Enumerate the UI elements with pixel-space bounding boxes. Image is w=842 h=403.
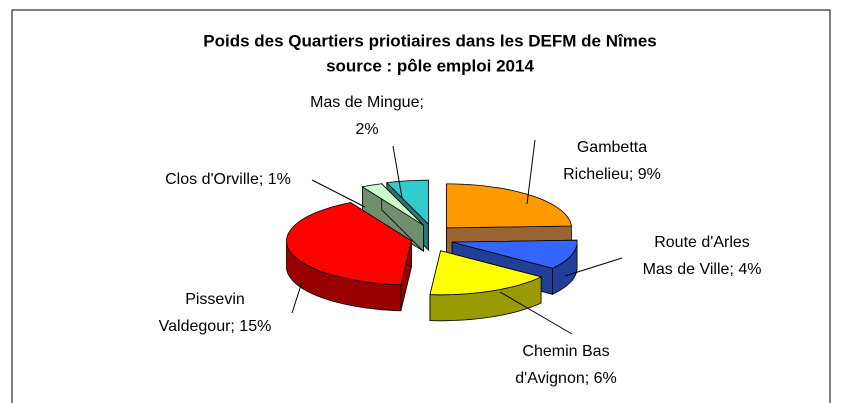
leader-line [291, 281, 303, 314]
leader-line [392, 145, 403, 199]
data-label: Gambetta [577, 139, 647, 156]
data-label: Chemin Bas [522, 343, 609, 360]
data-label: Clos d'Orville; 1% [165, 171, 291, 188]
slice [361, 183, 424, 226]
slice [286, 202, 412, 286]
slice [451, 239, 578, 269]
data-label: Route d'Arles [654, 234, 750, 251]
leader-line [499, 291, 573, 335]
slice [429, 250, 543, 296]
slice [446, 183, 572, 229]
chart-title: Poids des Quartiers priotiaires dans les… [203, 31, 656, 50]
data-label: d'Avignon; 6% [515, 370, 617, 387]
data-label: Richelieu; 9% [563, 166, 661, 183]
chart-frame [11, 9, 831, 403]
data-label: 2% [355, 121, 378, 138]
leader-line [564, 257, 623, 277]
chart-subtitle: source : pôle emploi 2014 [326, 56, 534, 75]
leader-line [311, 179, 366, 208]
slice [385, 179, 429, 226]
data-label: Valdegour; 15% [159, 318, 272, 335]
data-label: Mas de Mingue; [310, 94, 424, 111]
data-label: Pissevin [185, 291, 245, 308]
leader-line [526, 139, 536, 205]
data-label: Mas de Ville; 4% [643, 261, 762, 278]
